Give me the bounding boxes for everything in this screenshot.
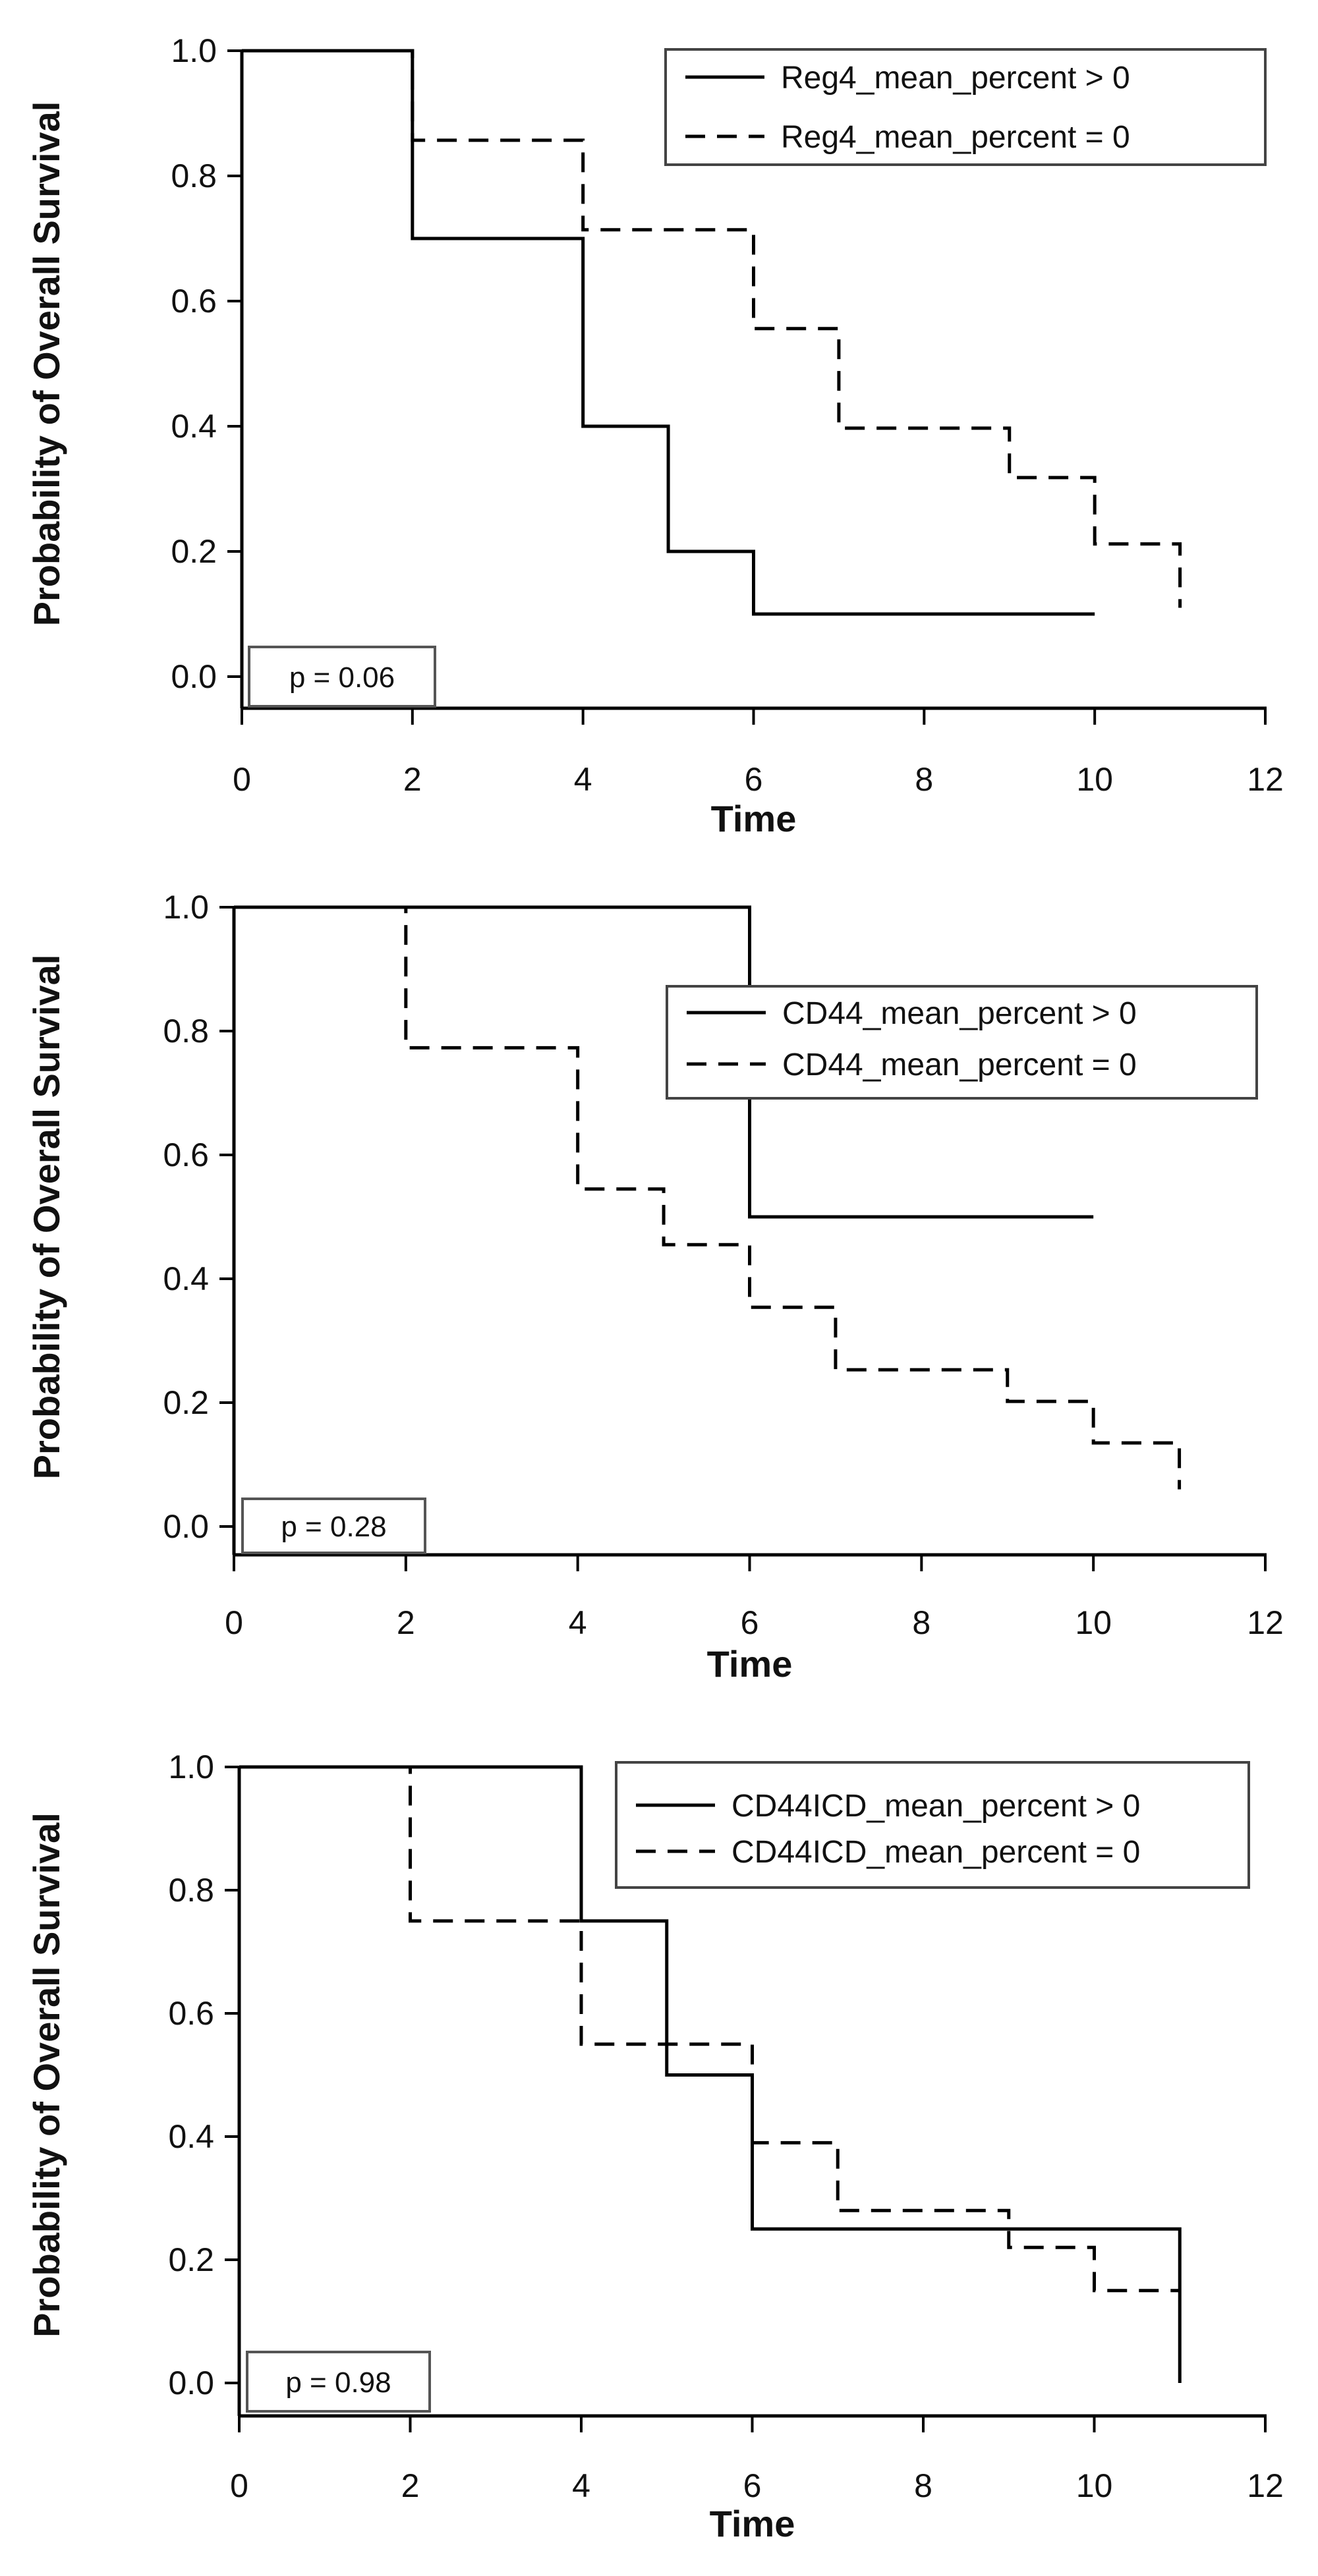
survival-panel: 0.0 0.2 0.4 0.6 0.8 1.0 0 2 4 6 8 10 12 Time Probabili… <box>26 889 1284 1685</box>
x-tick-label: 10 <box>1076 2467 1113 2504</box>
dashed-survival-curve <box>239 1765 1180 2293</box>
p-value-box <box>246 2351 431 2413</box>
legend-box <box>666 985 1258 1100</box>
x-tick-label: 0 <box>233 761 251 798</box>
p-value-label: p = 0.98 <box>285 2366 391 2399</box>
legend-label: CD44ICD_mean_percent = 0 <box>731 1835 1140 1870</box>
x-tick-label: 6 <box>741 1604 759 1641</box>
x-tick-label: 8 <box>914 2467 932 2504</box>
x-tick-label: 8 <box>912 1604 931 1641</box>
x-axis-title: Time <box>707 1643 793 1685</box>
y-tick-label: 0.4 <box>171 408 217 445</box>
y-axis-title: Probability of Overall Survival <box>26 1812 67 2338</box>
x-tick-label: 8 <box>915 761 933 798</box>
y-tick-label: 0.4 <box>168 2118 214 2155</box>
legend: CD44_mean_percent > 0 CD44_mean_percent =… <box>666 985 1258 1100</box>
legend: CD44ICD_mean_percent > 0 CD44ICD_mean_per… <box>615 1761 1250 1889</box>
y-axis-title: Probability of Overall Survival <box>26 101 67 627</box>
solid-survival-curve <box>239 1765 1182 2383</box>
legend-box <box>664 48 1267 166</box>
y-tick-label: 0.6 <box>163 1136 209 1173</box>
survival-panel: 0.0 0.2 0.4 0.6 0.8 1.0 0 2 4 6 8 10 12 Time Probabili… <box>26 1749 1284 2544</box>
y-tick-label: 0.2 <box>163 1384 209 1421</box>
y-tick-label: 0.8 <box>171 157 217 194</box>
x-tick-label: 10 <box>1075 1604 1112 1641</box>
p-value-box <box>248 646 436 708</box>
x-tick-label: 0 <box>230 2467 248 2504</box>
x-tick-label: 12 <box>1247 761 1284 798</box>
x-tick-label: 10 <box>1076 761 1113 798</box>
y-tick-label: 0.4 <box>163 1260 209 1297</box>
x-tick-label: 6 <box>745 761 763 798</box>
x-tick-label: 4 <box>572 2467 590 2504</box>
x-tick-label: 2 <box>397 1604 415 1641</box>
y-tick-label: 0.0 <box>168 2365 214 2401</box>
x-tick-label: 12 <box>1247 1604 1284 1641</box>
p-value-box <box>241 1498 426 1554</box>
x-tick-label: 4 <box>569 1604 587 1641</box>
legend: Reg4_mean_percent > 0 Reg4_mean_percent =… <box>664 48 1267 166</box>
dashed-survival-curve <box>242 49 1182 608</box>
x-tick-label: 4 <box>574 761 592 798</box>
x-tick-label: 2 <box>401 2467 420 2504</box>
y-tick-label: 0.2 <box>168 2241 214 2278</box>
x-tick-label: 6 <box>743 2467 762 2504</box>
y-tick-label: 0.0 <box>171 658 217 695</box>
y-tick-label: 0.8 <box>168 1872 214 1909</box>
legend-box <box>615 1761 1250 1889</box>
legend-label: Reg4_mean_percent > 0 <box>781 61 1130 96</box>
y-tick-label: 0.2 <box>171 533 217 570</box>
legend-label: CD44_mean_percent > 0 <box>782 996 1137 1031</box>
y-tick-label: 0.0 <box>163 1508 209 1545</box>
y-tick-label: 1.0 <box>163 889 209 926</box>
solid-survival-curve <box>242 49 1095 616</box>
y-tick-label: 1.0 <box>168 1749 214 1785</box>
survival-panel: 0.0 0.2 0.4 0.6 0.8 1.0 0 2 4 6 8 10 12 Time Probabili… <box>26 32 1284 839</box>
x-tick-label: 0 <box>225 1604 243 1641</box>
legend-label: CD44_mean_percent = 0 <box>782 1048 1137 1082</box>
x-tick-label: 2 <box>403 761 422 798</box>
x-axis-title: Time <box>710 2503 795 2544</box>
legend-label: Reg4_mean_percent = 0 <box>781 120 1130 155</box>
y-tick-label: 1.0 <box>171 32 217 69</box>
y-tick-label: 0.8 <box>163 1013 209 1050</box>
y-tick-label: 0.6 <box>171 283 217 320</box>
x-axis-title: Time <box>711 798 797 839</box>
legend-label: CD44ICD_mean_percent > 0 <box>731 1789 1140 1824</box>
y-axis-title: Probability of Overall Survival <box>26 955 67 1480</box>
dashed-survival-curve <box>234 905 1182 1490</box>
y-tick-label: 0.6 <box>168 1995 214 2032</box>
x-tick-label: 12 <box>1247 2467 1284 2504</box>
p-value-label: p = 0.28 <box>281 1511 386 1543</box>
p-value-label: p = 0.06 <box>289 661 395 694</box>
